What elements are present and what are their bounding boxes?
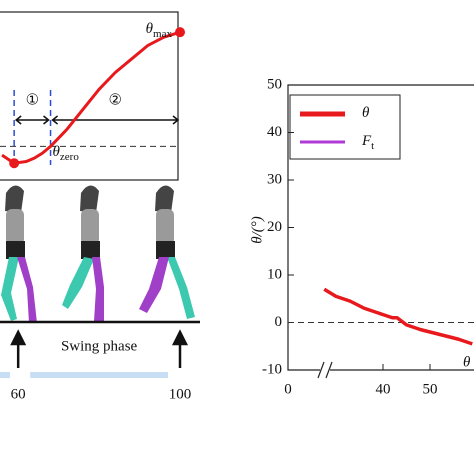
zero-label-sub: zero: [60, 151, 79, 163]
plot-frame: [0, 11, 179, 181]
walker: [62, 185, 104, 321]
zero-label: θzero: [53, 144, 80, 162]
x-tick-label: 0: [284, 381, 292, 397]
legend-box: [289, 94, 401, 160]
y-tick-label: -10: [262, 361, 282, 377]
y-tick-label: 20: [267, 219, 282, 235]
y-tick-label: 10: [267, 266, 282, 282]
phase-label: ①: [26, 92, 39, 108]
x-tick-label: 40: [376, 381, 391, 397]
x-tick-label: 60: [11, 386, 26, 402]
phase-label: ②: [109, 92, 122, 108]
x-tick-label: 50: [423, 381, 438, 397]
max-label-sub: max: [153, 28, 172, 40]
legend-label-main: θ: [362, 105, 370, 121]
phase-bar: [30, 372, 168, 378]
data-point: [175, 27, 185, 38]
data-point: [9, 158, 20, 169]
axis-break: [317, 361, 333, 379]
phase-arrow: [14, 115, 50, 125]
phase-marker-arrow: [10, 329, 27, 368]
x-tick-label: 100: [169, 386, 192, 402]
phase-axis-label: Swing phase: [61, 338, 138, 354]
max-label-main: θ: [146, 21, 154, 37]
legend-label: θ: [362, 105, 370, 121]
max-label: θmax: [146, 21, 173, 39]
curve-label: θ: [463, 354, 471, 370]
phase-marker-arrow: [171, 329, 189, 368]
legend-label-main: F: [361, 133, 372, 149]
y-tick-label: 30: [267, 171, 282, 187]
legend-label-sub: t: [371, 140, 374, 152]
phase-bar: [0, 372, 10, 378]
walker: [139, 185, 195, 319]
y-tick-label: 0: [275, 314, 283, 330]
data-line: [323, 287, 473, 346]
walker: [1, 185, 37, 323]
legend-label: Ft: [361, 133, 374, 151]
y-axis-label: θ/(°): [249, 216, 265, 244]
walking-figures: [1, 185, 195, 323]
y-tick-label: 40: [267, 124, 282, 140]
data-line: [1, 30, 181, 165]
y-tick-label: 50: [267, 76, 282, 92]
zero-label-main: θ: [53, 144, 61, 160]
